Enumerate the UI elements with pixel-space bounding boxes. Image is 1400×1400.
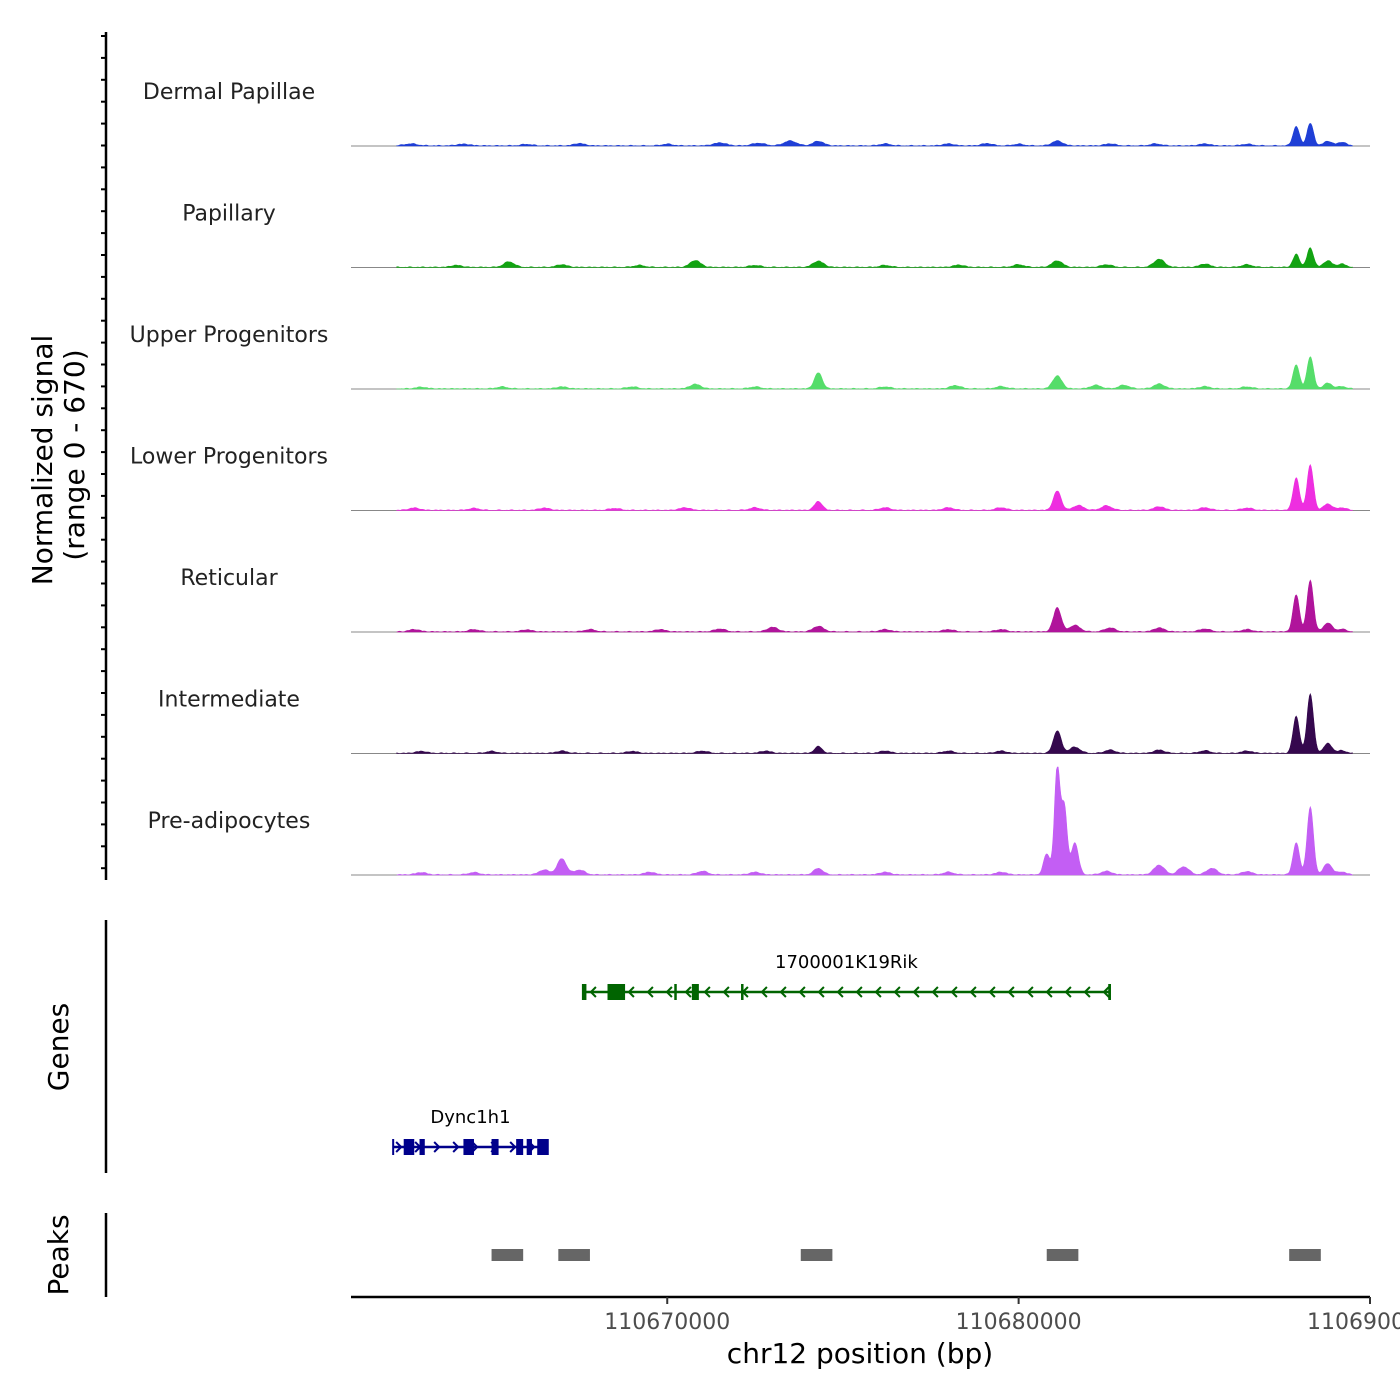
- y-axis-title-line1: Normalized signal: [26, 335, 59, 586]
- strand-arrow: [779, 986, 787, 998]
- strand-arrow: [817, 986, 825, 998]
- coverage-area: [396, 356, 1353, 390]
- strand-arrow: [1064, 986, 1072, 998]
- genes-panel-title: Genes: [42, 1003, 75, 1091]
- strand-arrow: [912, 986, 920, 998]
- strand-arrow: [684, 986, 692, 998]
- gene-dync1h1: Dync1h1: [392, 1107, 549, 1155]
- strand-arrow: [855, 986, 863, 998]
- track-dermal-papillae: Dermal Papillae: [143, 80, 1370, 147]
- track-reticular: Reticular: [180, 566, 1370, 633]
- track-label: Pre-adipocytes: [148, 809, 311, 834]
- strand-arrow: [1083, 986, 1091, 998]
- track-label: Papillary: [182, 202, 276, 227]
- exon: [516, 1139, 524, 1155]
- strand-arrow: [1045, 986, 1053, 998]
- strand-arrow: [646, 986, 654, 998]
- coverage-area: [396, 123, 1353, 147]
- peak-region: [1046, 1249, 1079, 1261]
- peak-region: [1289, 1249, 1321, 1261]
- peak-region: [491, 1249, 524, 1261]
- track-label: Lower Progenitors: [130, 445, 328, 470]
- strand-arrow: [1007, 986, 1015, 998]
- coverage-area: [396, 692, 1353, 754]
- track-papillary: Papillary: [182, 202, 1370, 268]
- x-tick-label: 110690000: [1307, 1310, 1400, 1335]
- peaks-track: [491, 1249, 1321, 1261]
- track-label: Dermal Papillae: [143, 80, 315, 105]
- peak-region: [558, 1249, 590, 1261]
- y-axis-title-line2: (range 0 - 670): [58, 349, 91, 560]
- strand-arrow: [395, 1141, 403, 1153]
- strand-arrow: [1102, 986, 1110, 998]
- exon: [582, 984, 587, 1000]
- strand-arrow: [1026, 986, 1034, 998]
- coverage-area: [396, 464, 1353, 511]
- strand-arrow: [627, 986, 635, 998]
- exon: [403, 1139, 415, 1155]
- strand-arrow: [969, 986, 977, 998]
- x-axis-ticks: 110670000 110680000 110690000: [604, 1297, 1400, 1335]
- track-label: Intermediate: [158, 688, 300, 713]
- exon: [526, 1139, 532, 1155]
- coverage-area: [396, 247, 1353, 268]
- exon: [463, 1139, 474, 1155]
- strand-arrow: [798, 986, 806, 998]
- track-label: Reticular: [180, 566, 278, 591]
- exon: [607, 984, 626, 1000]
- track-upper-progenitors: Upper Progenitors: [130, 323, 1370, 390]
- exon: [741, 984, 744, 1000]
- exon: [491, 1139, 499, 1155]
- track-pre-adipocytes: Pre-adipocytes: [148, 766, 1370, 876]
- x-axis-title: chr12 position (bp): [727, 1337, 993, 1370]
- track-lower-progenitors: Lower Progenitors: [130, 445, 1370, 511]
- strand-arrow: [703, 986, 711, 998]
- strand-arrow: [836, 986, 844, 998]
- exon: [537, 1139, 548, 1155]
- strand-arrow: [433, 1141, 441, 1153]
- strand-arrow: [452, 1141, 460, 1153]
- genes-track: 1700001K19Rik Dync1h1: [392, 952, 1111, 1155]
- strand-arrow: [931, 986, 939, 998]
- coverage-area: [396, 766, 1353, 876]
- track-label: Upper Progenitors: [130, 323, 329, 348]
- strand-arrow: [665, 986, 673, 998]
- strand-arrow: [874, 986, 882, 998]
- coverage-y-ticks: [101, 35, 106, 870]
- x-tick-label: 110670000: [604, 1310, 730, 1335]
- exon: [419, 1139, 425, 1155]
- gene-label: Dync1h1: [430, 1107, 510, 1128]
- strand-arrow: [722, 986, 730, 998]
- strand-arrow: [950, 986, 958, 998]
- strand-arrow: [988, 986, 996, 998]
- coverage-area: [396, 579, 1353, 633]
- strand-arrow: [760, 986, 768, 998]
- peak-region: [800, 1249, 833, 1261]
- strand-arrow: [893, 986, 901, 998]
- exon: [674, 984, 677, 1000]
- track-intermediate: Intermediate: [158, 688, 1370, 754]
- gene-label: 1700001K19Rik: [775, 952, 918, 973]
- peaks-panel-title: Peaks: [42, 1214, 75, 1295]
- exon: [691, 984, 699, 1000]
- strand-arrow: [509, 1141, 517, 1153]
- coverage-tracks: Dermal Papillae Papillary Upper Progenitor…: [130, 80, 1370, 876]
- x-tick-label: 110680000: [956, 1310, 1082, 1335]
- gene-1700001k19rik: 1700001K19Rik: [581, 952, 1111, 1000]
- strand-arrow: [589, 986, 597, 998]
